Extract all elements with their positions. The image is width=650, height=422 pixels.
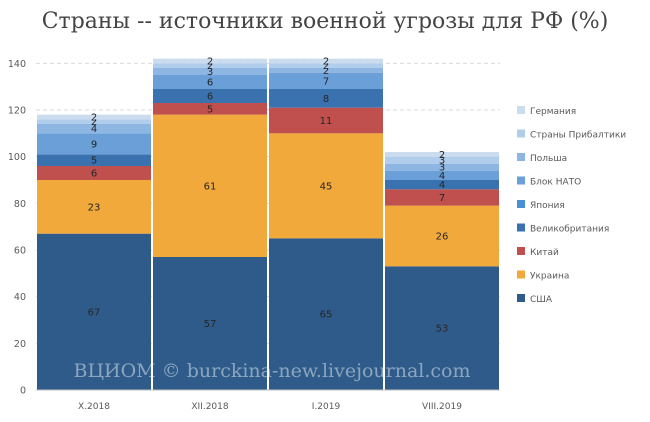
data-label: 2 xyxy=(323,61,329,72)
bar-segment xyxy=(37,180,151,234)
y-tick-label: 120 xyxy=(8,106,26,117)
data-label: 11 xyxy=(320,116,333,127)
legend-label: Германия xyxy=(530,107,576,117)
bar-segment xyxy=(385,205,499,267)
legend-label: Китай xyxy=(530,248,559,258)
legend-label: США xyxy=(530,295,553,305)
data-label: 53 xyxy=(436,324,449,335)
legend-swatch xyxy=(517,270,525,279)
legend-label: Блок НАТО xyxy=(530,178,581,188)
legend-swatch xyxy=(517,223,525,232)
bar-segment xyxy=(153,89,267,103)
data-label: 7 xyxy=(323,76,329,87)
data-label: 6 xyxy=(207,78,213,89)
data-label: 26 xyxy=(436,232,449,243)
data-label: 23 xyxy=(88,202,101,213)
bar-segment xyxy=(153,114,267,258)
x-tick-label: XII.2018 xyxy=(191,402,229,412)
bar-segment xyxy=(269,238,383,390)
watermark: ВЦИОМ © burckina-new.livejournal.com xyxy=(74,360,471,382)
bar-segment xyxy=(269,89,383,108)
bar-segment xyxy=(385,180,499,190)
legend-swatch xyxy=(517,106,525,114)
data-label: 5 xyxy=(91,156,97,167)
data-label: 2 xyxy=(91,117,97,128)
bar-segment xyxy=(385,152,499,157)
chart-title: Страны -- источники военной угрозы для Р… xyxy=(42,9,609,34)
bar-segment xyxy=(153,68,267,75)
bar-segment xyxy=(385,266,499,390)
bar-segment xyxy=(269,58,383,64)
bar-segment xyxy=(269,107,383,134)
legend-swatch xyxy=(517,247,525,255)
data-label: 2 xyxy=(91,113,97,124)
bar-segment xyxy=(269,133,383,239)
legend-label: Япония xyxy=(530,201,565,211)
data-label: 6 xyxy=(207,92,213,103)
y-tick-label: 100 xyxy=(8,152,26,163)
bar-segment xyxy=(153,58,267,64)
bar-segment xyxy=(37,233,151,390)
data-label: 65 xyxy=(320,310,333,321)
data-label: 57 xyxy=(204,319,217,330)
bar-segment xyxy=(385,189,499,206)
data-label: 8 xyxy=(323,94,329,105)
data-label: 4 xyxy=(439,180,445,191)
bar-segment xyxy=(269,68,383,73)
data-label: 7 xyxy=(439,193,445,204)
y-tick-label: 40 xyxy=(14,292,26,303)
y-tick-label: 140 xyxy=(8,59,26,70)
bar-segment xyxy=(153,103,267,115)
y-tick-label: 60 xyxy=(14,246,26,257)
data-label: 3 xyxy=(439,156,445,167)
bar-segment xyxy=(385,170,499,180)
bar-segment xyxy=(269,72,383,89)
data-label: 9 xyxy=(91,139,97,150)
bar-segment xyxy=(37,119,151,124)
data-label: 67 xyxy=(88,307,101,318)
bar-segment xyxy=(269,63,383,68)
bar-segment xyxy=(37,114,151,120)
legend-label: Польша xyxy=(530,154,567,164)
data-label: 4 xyxy=(91,124,97,135)
bar-segment xyxy=(37,133,151,155)
data-label: 2 xyxy=(323,66,329,77)
bar-segment xyxy=(153,257,267,390)
data-label: 2 xyxy=(323,57,329,68)
bar-segment xyxy=(37,124,151,134)
legend-label: Страны Прибалтики xyxy=(530,131,626,141)
bar-segment xyxy=(37,166,151,180)
bar-segment xyxy=(385,163,499,171)
legend-label: Украина xyxy=(530,272,569,282)
data-label: 2 xyxy=(439,150,445,161)
x-tick-label: I.2019 xyxy=(312,402,341,412)
legend-swatch xyxy=(517,294,525,302)
data-label: 61 xyxy=(204,181,217,192)
data-label: 2 xyxy=(207,61,213,72)
x-tick-label: X.2018 xyxy=(78,402,110,412)
data-label: 6 xyxy=(91,169,97,180)
bar-segment xyxy=(385,156,499,164)
legend-swatch xyxy=(517,129,525,138)
data-label: 3 xyxy=(439,163,445,174)
legend-swatch xyxy=(517,176,525,185)
data-label: 3 xyxy=(207,67,213,78)
y-tick-label: 20 xyxy=(14,339,26,350)
data-label: 45 xyxy=(320,181,333,192)
x-tick-label: VIII.2019 xyxy=(422,402,462,412)
data-label: 5 xyxy=(207,104,213,115)
data-label: 4 xyxy=(439,171,445,182)
bar-segment xyxy=(153,75,267,89)
y-tick-label: 80 xyxy=(14,199,26,210)
bar-segment xyxy=(37,154,151,166)
y-tick-label: 0 xyxy=(20,386,26,397)
legend-swatch xyxy=(517,153,525,161)
legend-label: Великобритания xyxy=(530,225,609,235)
bar-segment xyxy=(153,63,267,68)
data-label: 2 xyxy=(207,57,213,68)
legend-swatch xyxy=(517,200,525,208)
